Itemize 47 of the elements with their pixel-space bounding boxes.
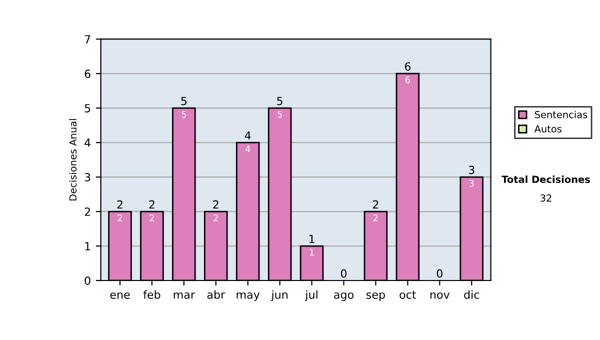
legend-label: Autos xyxy=(534,125,562,133)
x-tick-label: sep xyxy=(366,292,385,301)
x-tick-label: oct xyxy=(400,290,416,299)
data-label: 5 xyxy=(182,111,186,118)
text: Total Decisiones xyxy=(502,175,590,184)
data-label: 3 xyxy=(469,180,474,187)
data-label: 5 xyxy=(278,111,282,118)
x-tick-label: may xyxy=(236,292,260,301)
total-label: 1 xyxy=(309,234,314,244)
y-tick-label: 2 xyxy=(84,208,90,216)
data-label: 2 xyxy=(150,214,154,222)
data-label: 6 xyxy=(405,76,410,84)
x-tick-label: ago xyxy=(334,292,354,301)
data-label: 2 xyxy=(214,214,218,222)
data-label: 1 xyxy=(310,249,314,256)
text: 32 xyxy=(540,194,552,202)
data-label: 2 xyxy=(374,214,378,222)
x-tick-label: jul xyxy=(304,290,318,301)
total-label: 0 xyxy=(436,269,442,278)
y-tick-label: 7 xyxy=(84,35,90,44)
y-tick-label: 3 xyxy=(84,173,90,182)
y-tick-label: 1 xyxy=(85,242,90,250)
y-tick-label: 5 xyxy=(84,104,90,112)
y-tick-label: 6 xyxy=(84,70,90,78)
y-axis-title: Decisiones Anual xyxy=(69,119,77,200)
total-label: 2 xyxy=(149,200,154,209)
total-label: 2 xyxy=(117,200,122,209)
total-label: 5 xyxy=(181,96,186,106)
total-label: 3 xyxy=(468,166,474,174)
total-label: 0 xyxy=(340,269,347,278)
total-label: 6 xyxy=(404,62,411,71)
y-tick-label: 0 xyxy=(84,276,90,285)
x-tick-label: abr xyxy=(207,290,226,299)
x-tick-label: jun xyxy=(271,290,288,301)
x-tick-label: ene xyxy=(110,292,130,299)
total-label: 2 xyxy=(373,200,378,209)
data-label: 2 xyxy=(118,214,122,222)
total-label: 4 xyxy=(244,131,251,140)
y-tick-label: 4 xyxy=(84,138,90,147)
total-label: 2 xyxy=(213,200,218,209)
x-tick-label: dic xyxy=(464,290,480,299)
x-tick-label: feb xyxy=(143,290,160,299)
legend-label: Sentencias xyxy=(534,110,588,118)
data-label: 4 xyxy=(245,146,250,152)
total-label: 5 xyxy=(277,96,282,106)
x-tick-label: nov xyxy=(430,292,450,299)
x-tick-label: mar xyxy=(174,292,196,299)
